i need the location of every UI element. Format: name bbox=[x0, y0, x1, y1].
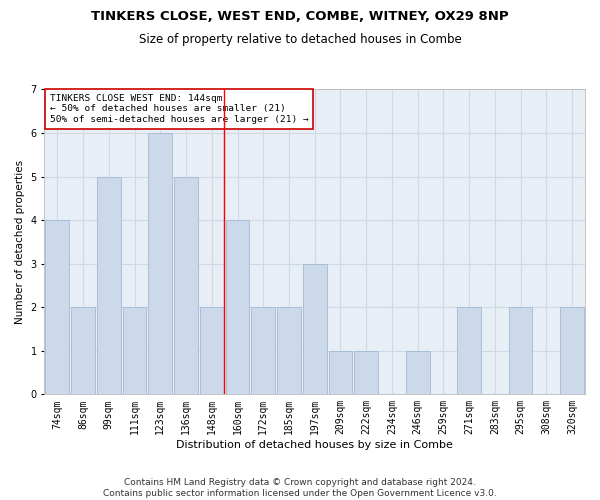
X-axis label: Distribution of detached houses by size in Combe: Distribution of detached houses by size … bbox=[176, 440, 453, 450]
Text: TINKERS CLOSE WEST END: 144sqm
← 50% of detached houses are smaller (21)
50% of : TINKERS CLOSE WEST END: 144sqm ← 50% of … bbox=[50, 94, 308, 124]
Bar bbox=[174, 176, 198, 394]
Bar bbox=[97, 176, 121, 394]
Bar bbox=[509, 307, 532, 394]
Bar bbox=[46, 220, 69, 394]
Y-axis label: Number of detached properties: Number of detached properties bbox=[15, 160, 25, 324]
Bar bbox=[277, 307, 301, 394]
Text: Size of property relative to detached houses in Combe: Size of property relative to detached ho… bbox=[139, 32, 461, 46]
Bar bbox=[457, 307, 481, 394]
Text: Contains HM Land Registry data © Crown copyright and database right 2024.
Contai: Contains HM Land Registry data © Crown c… bbox=[103, 478, 497, 498]
Bar bbox=[148, 133, 172, 394]
Bar bbox=[226, 220, 250, 394]
Text: TINKERS CLOSE, WEST END, COMBE, WITNEY, OX29 8NP: TINKERS CLOSE, WEST END, COMBE, WITNEY, … bbox=[91, 10, 509, 23]
Bar bbox=[200, 307, 224, 394]
Bar bbox=[406, 351, 430, 395]
Bar bbox=[329, 351, 352, 395]
Bar bbox=[71, 307, 95, 394]
Bar bbox=[303, 264, 326, 394]
Bar bbox=[560, 307, 584, 394]
Bar bbox=[251, 307, 275, 394]
Bar bbox=[122, 307, 146, 394]
Bar bbox=[355, 351, 378, 395]
